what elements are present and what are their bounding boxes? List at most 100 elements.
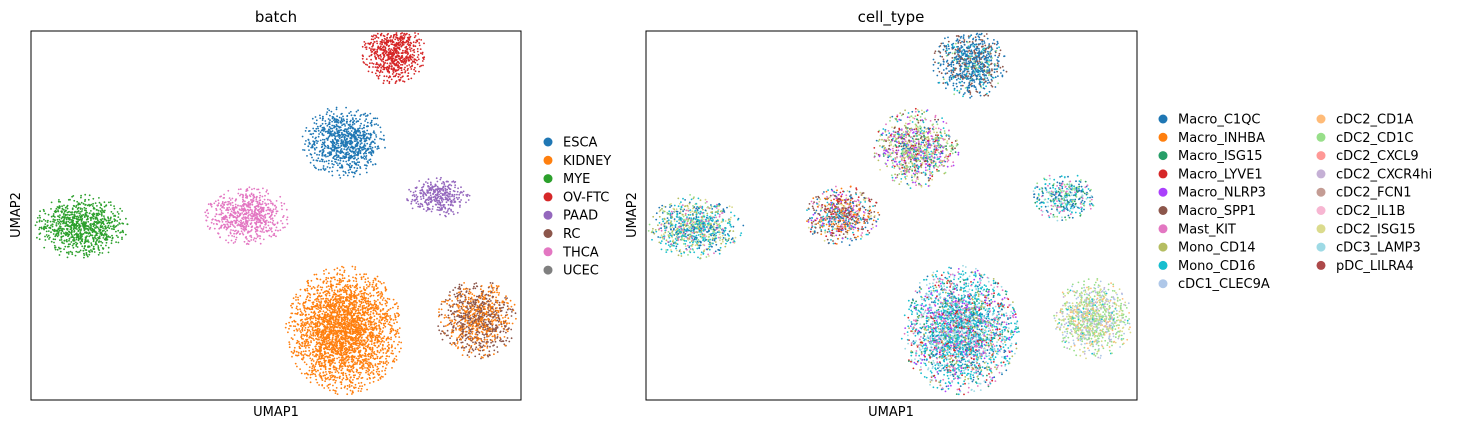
point-OV-FTC [385,51,387,54]
point-MYE [93,251,96,253]
point-KIDNEY [375,353,378,356]
point-PAAD [460,186,462,189]
point-PAAD [417,203,420,206]
point-MYE [72,240,75,242]
point-ESCA [323,126,325,129]
point-THCA [237,212,240,214]
point-OV-FTC [387,69,389,71]
point-PAAD [447,186,450,189]
point-THCA [250,192,253,195]
point-KIDNEY [297,296,299,299]
point-MYE [119,223,121,225]
point-ESCA [332,157,334,159]
point-ESCA [364,133,366,136]
point-THCA [247,202,250,205]
point-ESCA [380,131,382,133]
point-PAAD [440,209,443,211]
point-THCA [254,211,257,214]
point-THCA [255,200,258,203]
point-THCA [241,212,244,214]
point-OV-FTC [423,42,425,45]
point-ESCA [353,123,356,125]
point-OV-FTC [376,32,379,35]
point-THCA [253,237,256,240]
point-ESCA [372,141,375,144]
point-ESCA [365,137,368,140]
point-THCA [249,206,251,209]
point-PAAD [427,208,429,211]
point-THCA [205,214,208,217]
point-KIDNEY [303,334,306,337]
point-THCA [227,241,230,244]
point-OV-FTC [391,49,394,52]
point-MYE [38,228,40,231]
point-MYE [70,221,73,223]
point-ESCA [363,155,366,158]
point-PAAD [443,183,446,186]
point-MYE [72,243,75,245]
point-ESCA [345,149,348,151]
point-OV-FTC [391,73,394,75]
point-MYE [107,224,110,227]
point-OV-FTC [400,69,403,72]
point-ESCA [324,144,326,147]
point-OV-FTC [399,67,402,70]
point-THCA [263,198,266,201]
point-ESCA [344,140,347,142]
point-ESCA [322,167,325,170]
point-PAAD [452,213,455,216]
point-ESCA [319,117,322,119]
point-MYE [75,215,78,218]
point-OV-FTC [386,79,389,82]
point-ESCA [363,124,366,127]
point-MYE [58,205,61,207]
point-OV-FTC [388,82,391,85]
point-ESCA [321,141,324,144]
point-ESCA [377,145,380,148]
point-ESCA [350,114,353,117]
point-THCA [221,219,223,221]
point-MYE [60,217,63,220]
point-MYE [96,218,99,221]
point-MYE [43,246,46,249]
point-THCA [207,212,210,215]
point-OV-FTC [401,59,403,62]
point-KIDNEY [345,292,348,295]
point-MYE [51,228,54,231]
point-KIDNEY [376,346,379,349]
point-KIDNEY [360,320,363,323]
point-MYE [84,209,86,212]
point-OV-FTC [370,35,373,37]
point-ESCA [356,145,358,148]
point-KIDNEY [308,323,311,326]
point-OV-FTC [361,45,364,48]
point-KIDNEY [349,308,352,310]
point-PAAD [466,193,469,196]
point-MYE [70,224,72,227]
point-OV-FTC [385,75,388,78]
point-MYE [109,201,112,204]
point-ESCA [340,136,343,139]
point-ESCA [364,112,367,115]
point-ESCA [331,133,333,135]
point-ESCA [337,134,340,136]
point-PAAD [415,198,418,201]
point-MYE [55,222,58,224]
point-ESCA [360,137,363,140]
point-MYE [116,220,119,222]
point-THCA [215,223,218,225]
point-ESCA [355,170,357,173]
point-OV-FTC [393,63,396,66]
point-OV-FTC [378,71,381,74]
point-OV-FTC [380,64,382,66]
point-OV-FTC [395,44,398,47]
point-ESCA [354,132,357,135]
point-MYE [83,206,86,209]
point-ESCA [349,110,352,113]
point-MYE [84,228,87,230]
point-KIDNEY [343,291,345,293]
point-PAAD [440,189,443,191]
point-MYE [117,229,120,232]
point-OV-FTC [382,66,385,69]
point-KIDNEY [320,298,323,300]
